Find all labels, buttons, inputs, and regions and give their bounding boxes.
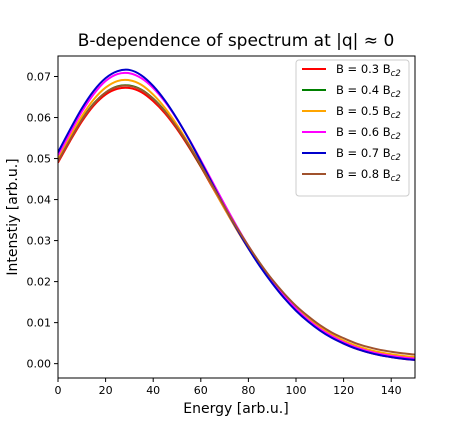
- legend-label-subscript: c2: [391, 90, 401, 100]
- y-tick-label: 0.05: [27, 153, 52, 166]
- legend-label-subscript: c2: [391, 153, 401, 163]
- legend-label-5: B = 0.8 Bc2: [336, 167, 401, 184]
- x-tick-label: 0: [55, 384, 62, 397]
- legend-label-2: B = 0.5 Bc2: [336, 104, 401, 121]
- x-tick-label: 80: [241, 384, 255, 397]
- legend-label-3: B = 0.6 Bc2: [336, 125, 401, 142]
- y-tick-label: 0.02: [27, 276, 52, 289]
- y-axis-title: Intenstiy [arb.u.]: [5, 158, 21, 275]
- x-tick-label: 20: [99, 384, 113, 397]
- series-line-5: [58, 84, 415, 356]
- y-tick-label: 0.00: [27, 358, 52, 371]
- x-axis-title: Energy [arb.u.]: [183, 401, 288, 417]
- y-tick-label: 0.04: [27, 194, 52, 207]
- x-tick-label: 120: [333, 384, 354, 397]
- y-tick-label: 0.07: [27, 71, 52, 84]
- legend-label-subscript: c2: [391, 174, 401, 184]
- legend-box: [295, 59, 410, 197]
- legend-label-0: B = 0.3 Bc2: [336, 62, 401, 79]
- plot-frame: [57, 55, 416, 379]
- x-tick-label: 100: [286, 384, 307, 397]
- chart-title: B-dependence of spectrum at |q| ≈ 0: [78, 31, 395, 51]
- y-tick-label: 0.03: [27, 235, 52, 248]
- y-tick-label: 0.01: [27, 317, 52, 330]
- legend: B = 0.3 Bc2 B = 0.4 Bc2 B = 0.5 Bc2 B = 0.6…: [295, 59, 410, 197]
- legend-label-subscript: c2: [391, 132, 401, 142]
- legend-label-4: B = 0.7 Bc2: [336, 146, 401, 163]
- x-tick-label: 60: [194, 384, 208, 397]
- y-tick-label: 0.06: [27, 112, 52, 125]
- x-tick-label: 40: [146, 384, 160, 397]
- legend-label-1: B = 0.4 Bc2: [336, 83, 401, 100]
- x-tick-label: 140: [381, 384, 402, 397]
- legend-label-subscript: c2: [391, 69, 401, 79]
- legend-label-subscript: c2: [391, 111, 401, 121]
